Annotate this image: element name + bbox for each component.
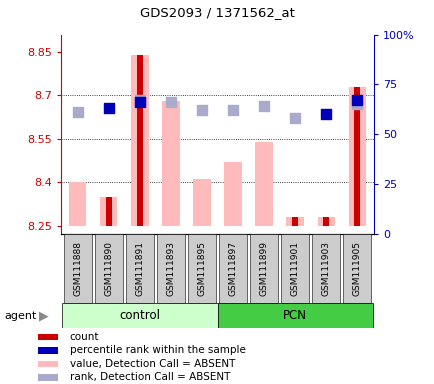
Point xyxy=(229,108,236,114)
Text: GSM111888: GSM111888 xyxy=(73,241,82,296)
FancyBboxPatch shape xyxy=(311,234,339,303)
Bar xyxy=(224,162,241,225)
Bar xyxy=(38,374,58,381)
Bar xyxy=(69,182,86,225)
Text: GSM111905: GSM111905 xyxy=(352,241,361,296)
Text: PCN: PCN xyxy=(283,310,306,322)
FancyBboxPatch shape xyxy=(157,234,184,303)
Text: GDS2093 / 1371562_at: GDS2093 / 1371562_at xyxy=(140,6,294,19)
Point xyxy=(198,108,205,114)
Bar xyxy=(38,347,58,354)
FancyBboxPatch shape xyxy=(342,234,370,303)
Point xyxy=(136,99,143,106)
Text: GSM111893: GSM111893 xyxy=(166,241,175,296)
Bar xyxy=(137,55,143,225)
Bar xyxy=(162,101,179,225)
Point xyxy=(353,101,360,108)
Bar xyxy=(38,361,58,367)
Text: count: count xyxy=(69,332,99,342)
Bar xyxy=(38,334,58,340)
Text: percentile rank within the sample: percentile rank within the sample xyxy=(69,345,245,356)
Point xyxy=(291,115,298,121)
Bar xyxy=(291,217,297,225)
Point xyxy=(136,98,143,104)
Bar xyxy=(100,197,117,225)
FancyBboxPatch shape xyxy=(280,234,308,303)
Point xyxy=(105,105,112,111)
Point xyxy=(353,98,360,104)
Text: ▶: ▶ xyxy=(39,310,49,322)
FancyBboxPatch shape xyxy=(126,234,154,303)
FancyBboxPatch shape xyxy=(219,234,247,303)
FancyBboxPatch shape xyxy=(250,234,277,303)
Bar xyxy=(105,197,112,225)
Point xyxy=(167,99,174,106)
Text: GSM111897: GSM111897 xyxy=(228,241,237,296)
Text: control: control xyxy=(119,310,160,322)
FancyBboxPatch shape xyxy=(95,234,123,303)
Point xyxy=(322,111,329,118)
Bar xyxy=(131,55,148,225)
Bar xyxy=(255,142,272,225)
Bar xyxy=(348,87,365,225)
Bar xyxy=(193,179,210,225)
Text: value, Detection Call = ABSENT: value, Detection Call = ABSENT xyxy=(69,359,234,369)
Text: rank, Detection Call = ABSENT: rank, Detection Call = ABSENT xyxy=(69,372,230,382)
Text: GSM111899: GSM111899 xyxy=(259,241,268,296)
Point xyxy=(74,109,81,116)
Bar xyxy=(322,217,329,225)
FancyBboxPatch shape xyxy=(64,234,92,303)
Bar xyxy=(353,87,359,225)
FancyBboxPatch shape xyxy=(187,234,215,303)
Bar xyxy=(286,217,303,225)
Text: GSM111901: GSM111901 xyxy=(290,241,299,296)
Point xyxy=(260,103,267,109)
FancyBboxPatch shape xyxy=(217,303,372,328)
Text: GSM111903: GSM111903 xyxy=(321,241,330,296)
Text: GSM111891: GSM111891 xyxy=(135,241,144,296)
Text: GSM111895: GSM111895 xyxy=(197,241,206,296)
Text: agent: agent xyxy=(4,311,36,321)
Bar xyxy=(317,217,334,225)
FancyBboxPatch shape xyxy=(62,303,217,328)
Text: GSM111890: GSM111890 xyxy=(104,241,113,296)
